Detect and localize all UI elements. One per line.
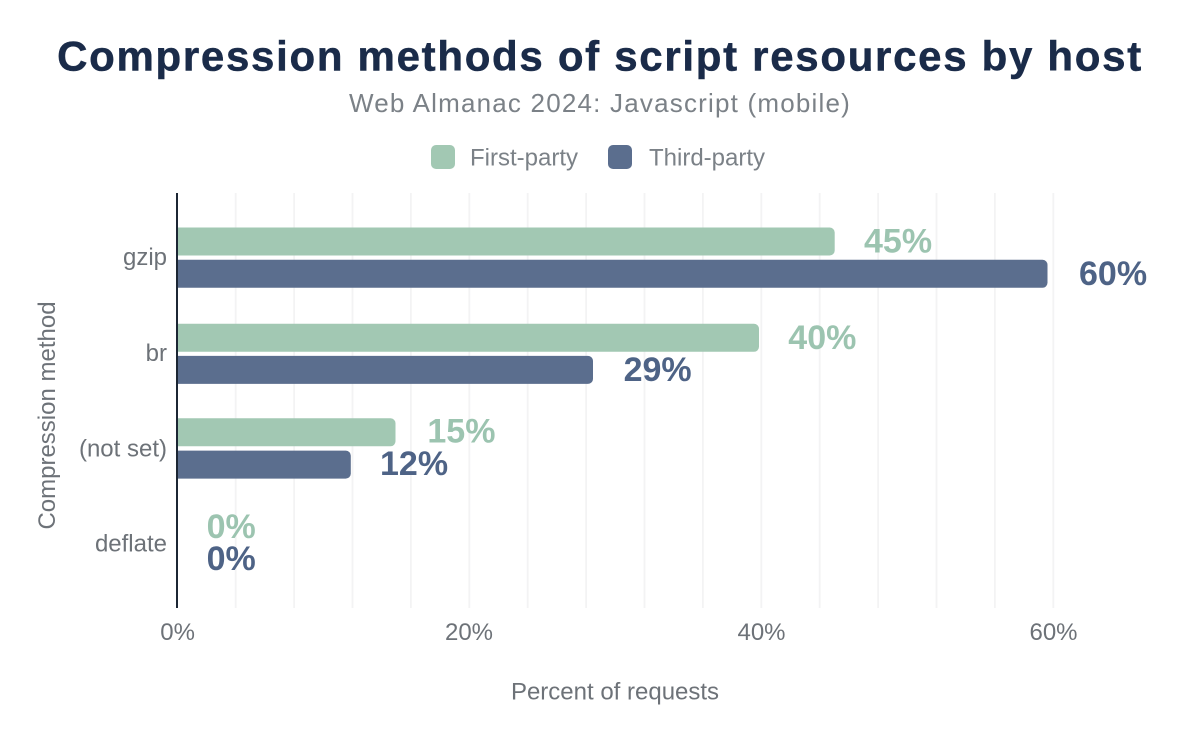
- svg-text:Percent of requests: Percent of requests: [511, 679, 719, 706]
- svg-text:br: br: [146, 340, 167, 367]
- svg-text:0%: 0%: [207, 508, 256, 546]
- svg-text:29%: 29%: [624, 351, 692, 389]
- svg-text:(not set): (not set): [79, 436, 167, 463]
- svg-text:40%: 40%: [788, 319, 856, 357]
- svg-text:0%: 0%: [160, 619, 195, 646]
- svg-text:12%: 12%: [380, 445, 448, 483]
- svg-text:Compression methods of script: Compression methods of script resources …: [57, 33, 1143, 80]
- svg-text:First-party: First-party: [470, 145, 578, 172]
- svg-text:Web Almanac 2024: Javascript (: Web Almanac 2024: Javascript (mobile): [349, 88, 851, 118]
- svg-text:0%: 0%: [207, 540, 256, 578]
- svg-text:60%: 60%: [1079, 255, 1147, 293]
- svg-text:deflate: deflate: [95, 531, 167, 558]
- svg-text:20%: 20%: [445, 619, 493, 646]
- svg-text:15%: 15%: [427, 413, 495, 451]
- svg-text:45%: 45%: [864, 223, 932, 261]
- svg-text:Third-party: Third-party: [649, 145, 765, 172]
- svg-text:Compression method: Compression method: [34, 301, 61, 529]
- svg-text:60%: 60%: [1029, 619, 1077, 646]
- svg-text:40%: 40%: [737, 619, 785, 646]
- svg-text:gzip: gzip: [123, 244, 167, 271]
